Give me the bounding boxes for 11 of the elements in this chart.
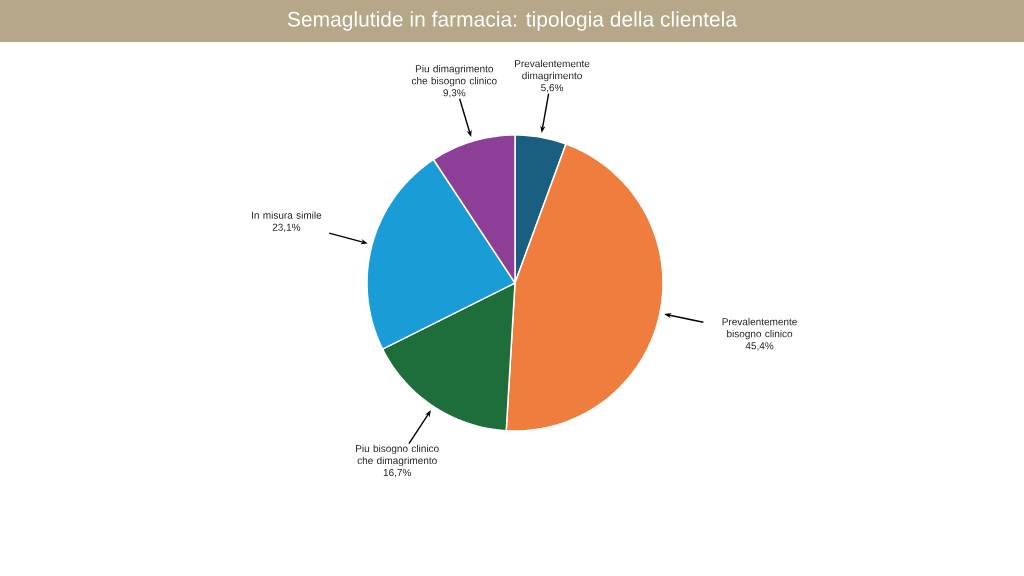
slice-label: In misura simile <box>252 211 322 219</box>
data-label: 9,3% <box>443 89 466 98</box>
slice-label: Prevalentemente dimagrimento <box>515 59 590 82</box>
slice-label: Prevalentemente bisogno clinico <box>722 317 797 340</box>
data-label: 5,6% <box>541 84 564 93</box>
slice-label: Piu bisogno clinico che dimagrimento <box>356 444 439 467</box>
data-label: 45,4% <box>745 342 774 351</box>
slice-label: Piu dimagrimento che bisogno clinico <box>411 65 497 87</box>
data-label: 16,7% <box>383 469 412 478</box>
chart-title: Semaglutide in farmacia: tipologia della clientela <box>287 11 737 31</box>
data-label: 23,1% <box>272 223 301 232</box>
